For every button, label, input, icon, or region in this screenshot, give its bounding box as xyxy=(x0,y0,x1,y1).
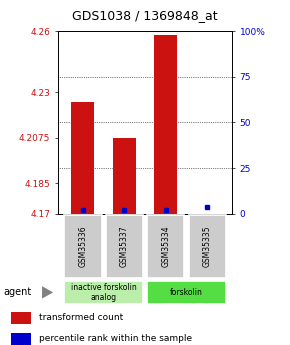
Bar xyxy=(188,215,226,278)
Text: GSM35337: GSM35337 xyxy=(120,226,129,267)
Text: GSM35336: GSM35336 xyxy=(78,226,87,267)
Text: GSM35335: GSM35335 xyxy=(203,226,212,267)
Text: transformed count: transformed count xyxy=(39,313,124,322)
Text: GSM35334: GSM35334 xyxy=(161,226,170,267)
Bar xyxy=(64,281,143,304)
Text: GDS1038 / 1369848_at: GDS1038 / 1369848_at xyxy=(72,9,218,22)
Bar xyxy=(11,333,31,345)
Bar xyxy=(106,215,143,278)
Polygon shape xyxy=(42,286,53,298)
Bar xyxy=(147,281,226,304)
Bar xyxy=(71,102,94,214)
Bar xyxy=(64,215,102,278)
Text: forskolin: forskolin xyxy=(170,288,203,297)
Bar xyxy=(147,215,184,278)
Text: agent: agent xyxy=(3,287,31,297)
Text: inactive forskolin
analog: inactive forskolin analog xyxy=(71,283,137,302)
Text: percentile rank within the sample: percentile rank within the sample xyxy=(39,334,192,344)
Bar xyxy=(154,35,177,214)
Bar xyxy=(113,138,136,214)
Bar xyxy=(11,312,31,324)
